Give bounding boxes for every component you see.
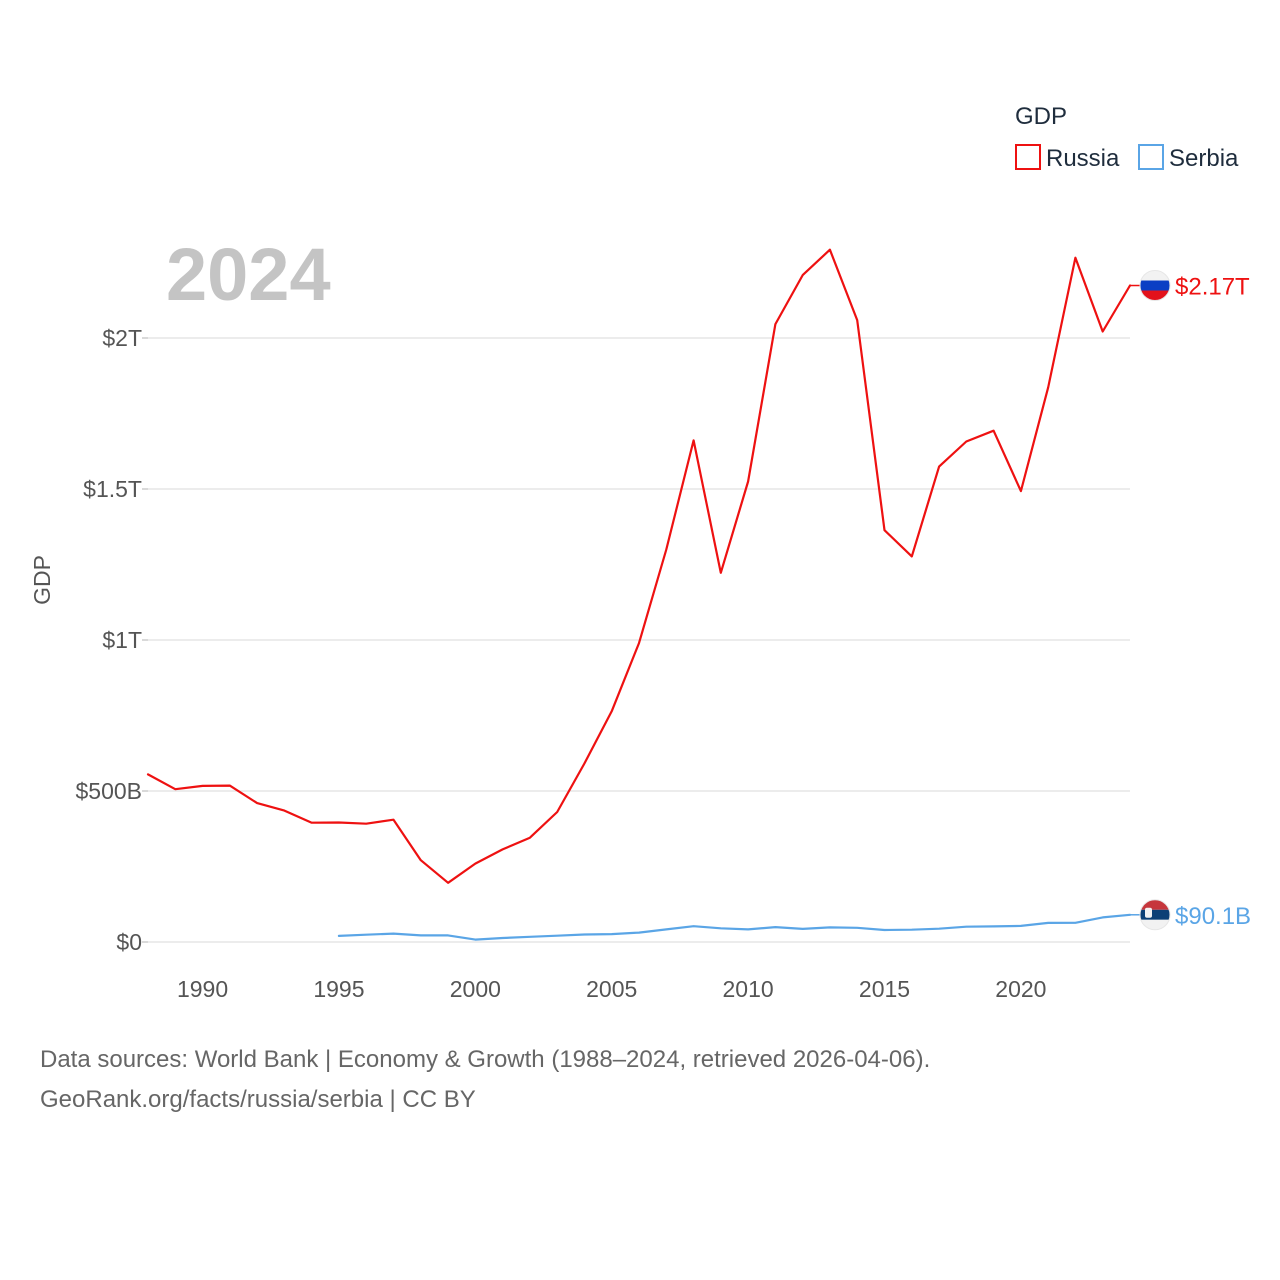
serbia-end-marker: $90.1B bbox=[1130, 899, 1251, 931]
legend-title: GDP bbox=[1015, 103, 1067, 130]
x-tick-label-1: 1995 bbox=[313, 976, 364, 1002]
serbia-flag-icon bbox=[1139, 899, 1171, 931]
y-tick-label-4: $2T bbox=[102, 325, 142, 351]
legend-label-serbia: Serbia bbox=[1169, 145, 1239, 172]
y-axis-label: GDP bbox=[29, 555, 55, 605]
x-tick-label-2: 2000 bbox=[450, 976, 501, 1002]
series-line-serbia[interactable] bbox=[337, 913, 1132, 941]
x-tick-label-5: 2015 bbox=[859, 976, 910, 1002]
legend-swatch-serbia bbox=[1138, 144, 1164, 170]
y-axis-ticks: $0 $500B $1T $1.5T $2T bbox=[75, 325, 148, 955]
legend-item-serbia[interactable]: Serbia bbox=[1138, 144, 1239, 172]
footer: Data sources: World Bank | Economy & Gro… bbox=[40, 1040, 1240, 1120]
x-tick-label-4: 2010 bbox=[723, 976, 774, 1002]
legend-label-russia: Russia bbox=[1046, 145, 1120, 172]
russia-end-marker: $2.17T bbox=[1130, 270, 1250, 302]
source-link[interactable]: GeoRank.org/facts/russia/serbia | CC BY bbox=[40, 1086, 476, 1113]
x-tick-label-0: 1990 bbox=[177, 976, 228, 1002]
data-source-note: Data sources: World Bank | Economy & Gro… bbox=[40, 1046, 931, 1073]
serbia-end-value: $90.1B bbox=[1175, 903, 1251, 930]
legend-item-russia[interactable]: Russia bbox=[1015, 144, 1120, 172]
y-tick-label-0: $0 bbox=[116, 929, 142, 955]
russia-flag-icon bbox=[1139, 270, 1171, 302]
x-tick-label-3: 2005 bbox=[586, 976, 637, 1002]
x-axis-ticks: 1990 1995 2000 2005 2010 2015 2020 bbox=[177, 976, 1047, 1002]
series-lines bbox=[146, 248, 1132, 941]
legend: GDP Russia Serbia bbox=[1015, 103, 1239, 172]
gdp-line-chart: 2024 GDP $0 $500B $1T $1.5T $2T 1990 1995 2000… bbox=[29, 103, 1251, 1002]
legend-swatch-russia bbox=[1015, 144, 1041, 170]
y-tick-label-1: $500B bbox=[75, 778, 142, 804]
series-line-russia[interactable] bbox=[146, 248, 1132, 884]
y-tick-label-3: $1.5T bbox=[83, 476, 142, 502]
russia-end-value: $2.17T bbox=[1175, 274, 1250, 301]
year-indicator: 2024 bbox=[166, 233, 331, 316]
y-tick-label-2: $1T bbox=[102, 627, 142, 653]
x-tick-label-6: 2020 bbox=[995, 976, 1046, 1002]
